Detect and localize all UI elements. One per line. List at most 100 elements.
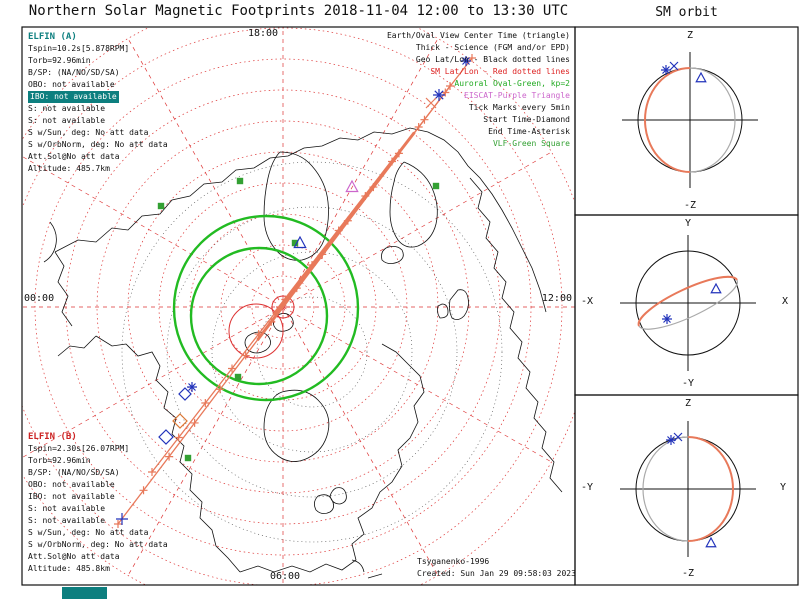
p2-label-bottom: -Y	[681, 378, 695, 389]
asterisk-marker	[187, 382, 197, 392]
plus-marker	[281, 295, 290, 304]
satellite-status-line: Tspin=2.30s[26.07RPM]	[28, 444, 130, 453]
p2-label-left: -X	[580, 296, 594, 307]
panel-frame-xy	[574, 214, 799, 396]
plus-marker	[116, 513, 128, 525]
plus-marker	[148, 468, 156, 476]
vlf-square	[432, 182, 440, 190]
diamond-marker	[178, 387, 192, 401]
plus-marker	[334, 226, 343, 235]
satellite-status-line: S: not available	[28, 116, 106, 125]
sm-orbit-title: SM orbit	[655, 5, 718, 20]
auroral-oval-inner	[189, 246, 329, 386]
plus-marker	[201, 399, 210, 407]
satellite-status-line: OBO: not available	[28, 480, 115, 489]
panel-frame-xz	[574, 26, 799, 216]
plus-marker	[388, 157, 396, 166]
vlf-square	[234, 373, 242, 381]
attitude-flag-box	[62, 587, 107, 599]
p3-orbit-near	[687, 436, 734, 542]
elfin-a-info-block: ELFIN (A) Tspin=10.2s[5.878RPM] Torb=92.96…	[28, 31, 168, 175]
legend-item: Auroral Oval-Green, kp=2	[454, 79, 570, 88]
diamond-marker	[158, 429, 174, 445]
x-marker	[669, 61, 679, 71]
satellite-status-line: B/SP: (NA/NO/SD/SA)	[28, 468, 120, 477]
satellite-status-line: S w/Sun, deg: No att data	[28, 128, 149, 137]
panel-frame-yz	[574, 394, 799, 586]
p2-orbit-near	[637, 275, 738, 327]
p2-orbit-far	[638, 279, 739, 330]
satellite-status-line: S w/OrbNorm, deg: No att data	[28, 540, 168, 549]
triangle-marker	[695, 71, 707, 83]
plus-marker	[308, 261, 316, 269]
created-label: Created: Sun Jan 29 09:58:03 2023	[417, 569, 576, 578]
satellite-status-line: Att.Sol@No att data	[28, 152, 120, 161]
plus-marker	[241, 351, 250, 360]
plus-marker	[114, 520, 122, 528]
legend-item: VLF-Green Square	[492, 139, 570, 148]
legend-item: End Time-Asterisk	[488, 127, 570, 136]
asterisk-marker	[433, 89, 445, 101]
plus-marker	[165, 452, 174, 461]
satellite-status-line: Torb=92.96min	[28, 456, 91, 465]
legend-item: SM Lat/Lon - Red dotted lines	[430, 67, 570, 76]
p3-label-top: Z	[684, 398, 692, 409]
p2-label-top: Y	[684, 218, 692, 229]
legend-item: Tick Marks every 5min	[468, 103, 570, 112]
sm-pole-inner-circle	[271, 295, 295, 319]
legend-item: Thick - Science (FGM and/or EPD)	[415, 43, 570, 52]
map-markers	[116, 56, 471, 525]
coastlines	[43, 127, 563, 579]
plus-marker	[414, 123, 423, 131]
vlf-square	[291, 239, 299, 247]
plus-marker	[441, 88, 450, 97]
satellite-name: ELFIN (B)	[28, 432, 77, 442]
p2-earth-circle	[635, 250, 741, 356]
satellite-status-line: S: not available	[28, 104, 106, 113]
p1-label-bottom: -Z	[683, 200, 697, 211]
p3-label-bottom: -Z	[681, 568, 695, 579]
satellite-status-line: OBO: not available	[28, 80, 115, 89]
diamond-marker	[172, 413, 188, 429]
satellite-status-line: Tspin=10.2s[5.878RPM]	[28, 44, 130, 53]
geo-grid-dotted	[121, 161, 503, 543]
satellite-status-line: Att.Sol@No att data	[28, 552, 120, 561]
p1-orbit-near	[644, 67, 691, 173]
triangle-marker	[293, 235, 307, 249]
p1-label-top: Z	[686, 30, 694, 41]
triangle-marker	[705, 536, 717, 548]
x-marker	[425, 97, 437, 109]
satellite-status-line: IBO: not available	[28, 492, 115, 501]
asterisk-marker	[662, 314, 672, 324]
panel-markers	[661, 61, 722, 548]
satellite-name: ELFIN (A)	[28, 32, 77, 42]
satellite-status-line: Altitude: 485.8km	[28, 564, 110, 573]
clock-label-00: 00:00	[24, 293, 55, 304]
auroral-oval-outer	[172, 214, 360, 402]
satellite-status-line: S: not available	[28, 516, 106, 525]
satellite-status-line: S w/OrbNorm, deg: No att data	[28, 140, 168, 149]
model-label: Tsyganenko-1996	[417, 557, 490, 566]
triangle-marker	[345, 179, 359, 193]
p1-orbit-far	[689, 67, 736, 173]
vlf-square	[184, 454, 192, 462]
plus-marker	[361, 192, 370, 200]
p3-label-right: Y	[779, 482, 787, 493]
satellite-status-line: S w/Sun, deg: No att data	[28, 528, 149, 537]
legend-item: EISCAT-Purple Triangle	[464, 91, 570, 100]
plus-marker	[254, 330, 263, 338]
plus-marker	[216, 385, 225, 394]
vlf-stations	[157, 177, 440, 462]
plus-marker	[174, 433, 183, 442]
clock-label-06: 06:00	[269, 571, 301, 582]
elfin-b-info-block: ELFIN (B) Tspin=2.30s[26.07RPM] Torb=92.96…	[28, 431, 168, 575]
plus-marker	[139, 486, 148, 495]
asterisk-marker	[666, 435, 676, 445]
satellite-status-line: Torb=92.96min	[28, 56, 91, 65]
x-marker	[673, 432, 683, 442]
asterisk-marker	[661, 65, 671, 75]
satellite-status-line: B/SP: (NA/NO/SD/SA)	[28, 68, 120, 77]
sm-orbit-panels	[574, 26, 799, 586]
p3-label-left: -Y	[580, 482, 594, 493]
